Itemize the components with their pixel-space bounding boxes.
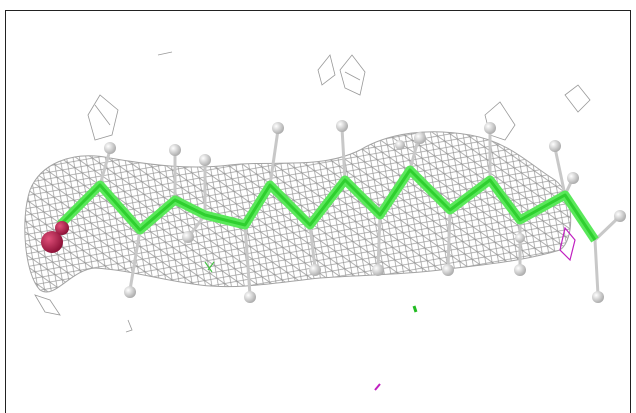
hydrogen-atoms xyxy=(104,120,626,303)
green-fragment xyxy=(412,305,418,313)
oxygen-atom xyxy=(41,231,63,253)
magenta-mesh xyxy=(559,226,576,262)
green-fragment xyxy=(204,261,215,273)
hydrogen-bonds xyxy=(98,127,622,296)
magenta-fragment xyxy=(374,383,381,391)
carbon-chain-core xyxy=(58,168,597,241)
oxygen-atom xyxy=(55,221,69,235)
